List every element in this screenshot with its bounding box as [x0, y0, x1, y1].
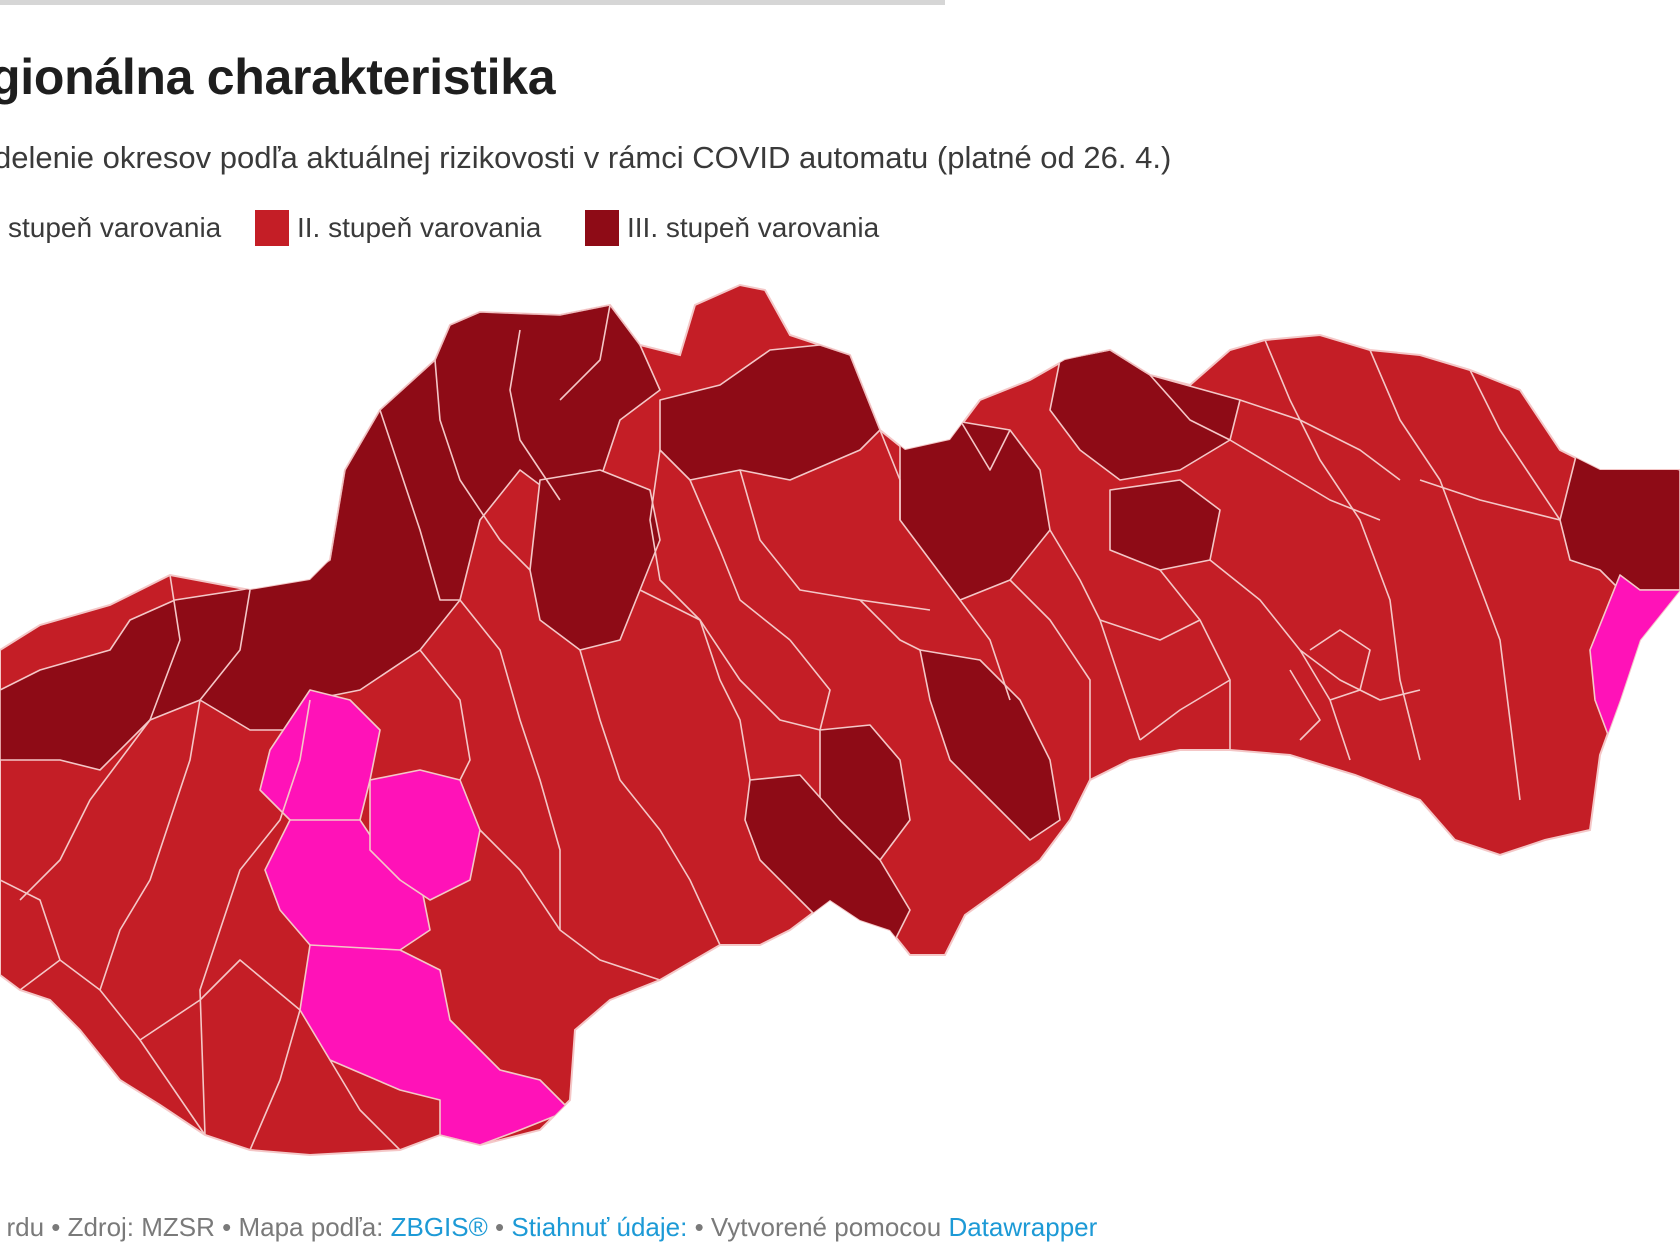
legend-item-level2: II. stupeň varovania [255, 210, 541, 246]
legend-label-level1: stupeň varovania [8, 212, 222, 243]
district-level3-south-a [919, 649, 1061, 841]
zbgis-link[interactable]: ZBGIS® [390, 1212, 488, 1242]
district-level3-north-east-a [1049, 349, 1241, 481]
legend-swatch-level3 [585, 210, 619, 246]
download-data-link[interactable]: Stiahnuť údaje: [511, 1212, 688, 1242]
map-title: gionálna charakteristika [0, 49, 556, 105]
district-level1-south [299, 944, 571, 1146]
legend-item-level3: III. stupeň varovania [585, 210, 879, 246]
district-level1-west-c [369, 769, 481, 901]
footer: : rdu • Zdroj: MZSR • Mapa podľa: ZBGIS®… [0, 1212, 1097, 1243]
top-divider [0, 0, 945, 5]
footer-separator: • [495, 1212, 505, 1242]
district-level3-north-central [659, 344, 881, 481]
legend-label-level3: III. stupeň varovania [627, 212, 880, 243]
district-boundaries [0, 304, 1561, 1151]
district-level3-center-a [529, 469, 661, 651]
legend-label-level2: II. stupeň varovania [297, 212, 542, 243]
legend-item-level1: stupeň varovania [0, 210, 221, 246]
footer-made-with: • Vytvorené pomocou [694, 1212, 942, 1242]
map-subtitle: delenie okresov podľa aktuálnej rizikovo… [0, 140, 1172, 175]
district-level3-center-b [899, 419, 1051, 601]
district-map [0, 283, 1680, 1157]
datawrapper-link[interactable]: Datawrapper [948, 1212, 1098, 1242]
district-level3-east [1559, 439, 1680, 591]
legend-swatch-level2 [255, 210, 289, 246]
footer-credit: : rdu • Zdroj: MZSR • Mapa podľa: [0, 1212, 384, 1242]
